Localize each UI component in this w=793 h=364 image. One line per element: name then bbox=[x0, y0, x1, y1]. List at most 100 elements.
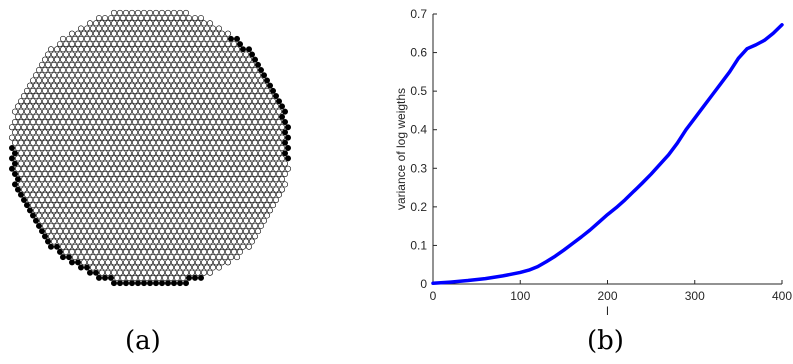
lattice-node bbox=[174, 87, 181, 94]
lattice-node bbox=[278, 145, 285, 152]
lattice-node bbox=[150, 15, 157, 22]
lattice-node bbox=[272, 196, 279, 203]
lattice-node bbox=[93, 124, 100, 131]
lattice-node bbox=[165, 207, 172, 214]
lattice-node bbox=[269, 129, 276, 136]
lattice-node bbox=[44, 82, 51, 89]
lattice-node bbox=[114, 67, 121, 74]
lattice-node bbox=[260, 93, 267, 100]
lattice-node bbox=[84, 160, 91, 167]
lattice-node bbox=[105, 72, 112, 79]
lattice-node bbox=[44, 207, 51, 214]
lattice-node bbox=[266, 134, 273, 141]
lattice-node bbox=[66, 98, 73, 105]
lattice-node bbox=[62, 61, 69, 68]
lattice-node bbox=[207, 186, 214, 193]
lattice-node bbox=[186, 212, 193, 219]
lattice-node bbox=[174, 150, 181, 157]
lattice-node bbox=[38, 176, 45, 183]
lattice-node bbox=[168, 15, 175, 22]
lattice-node bbox=[150, 25, 157, 32]
lattice-node bbox=[41, 160, 48, 167]
lattice-node bbox=[32, 207, 39, 214]
boundary-node-filled bbox=[278, 113, 285, 120]
lattice-node bbox=[41, 87, 48, 94]
boundary-node-filled bbox=[29, 212, 36, 219]
lattice-node bbox=[141, 228, 148, 235]
lattice-node bbox=[26, 124, 33, 131]
lattice-node bbox=[141, 238, 148, 245]
lattice-node bbox=[53, 181, 60, 188]
lattice-node bbox=[144, 233, 151, 240]
lattice-node bbox=[228, 202, 235, 209]
lattice-node bbox=[44, 176, 51, 183]
lattice-node bbox=[141, 196, 148, 203]
lattice-node bbox=[156, 274, 163, 281]
lattice-node bbox=[126, 233, 133, 240]
lattice-node bbox=[108, 233, 115, 240]
lattice-node bbox=[29, 181, 36, 188]
lattice-node bbox=[90, 98, 97, 105]
lattice-node bbox=[201, 93, 208, 100]
lattice-node bbox=[81, 82, 88, 89]
lattice-node bbox=[252, 139, 259, 146]
lattice-node bbox=[177, 20, 184, 27]
lattice-node bbox=[159, 145, 166, 152]
lattice-node bbox=[132, 119, 139, 126]
lattice-node bbox=[17, 181, 24, 188]
boundary-node-filled bbox=[281, 108, 288, 115]
lattice-node bbox=[75, 155, 82, 162]
lattice-node bbox=[168, 119, 175, 126]
lattice-node bbox=[174, 56, 181, 63]
lattice-node bbox=[117, 228, 124, 235]
lattice-node bbox=[105, 20, 112, 27]
lattice-node bbox=[225, 196, 232, 203]
lattice-node bbox=[129, 186, 136, 193]
lattice-node bbox=[62, 165, 69, 172]
lattice-node bbox=[117, 93, 124, 100]
lattice-node bbox=[156, 77, 163, 84]
boundary-node-filled bbox=[35, 222, 42, 229]
lattice-node bbox=[165, 93, 172, 100]
lattice-node bbox=[135, 103, 142, 110]
lattice-node bbox=[138, 264, 145, 271]
lattice-node bbox=[168, 254, 175, 261]
lattice-node bbox=[171, 82, 178, 89]
lattice-node bbox=[81, 30, 88, 37]
boundary-node-filled bbox=[117, 280, 124, 287]
lattice-node bbox=[78, 46, 85, 53]
boundary-node-filled bbox=[171, 280, 178, 287]
lattice-node bbox=[159, 124, 166, 131]
lattice-node bbox=[266, 124, 273, 131]
lattice-node bbox=[69, 155, 76, 162]
lattice-node bbox=[96, 170, 103, 177]
lattice-node bbox=[102, 98, 109, 105]
lattice-node bbox=[81, 248, 88, 255]
lattice-node bbox=[81, 103, 88, 110]
lattice-node bbox=[222, 150, 229, 157]
lattice-node bbox=[219, 134, 226, 141]
lattice-node bbox=[207, 30, 214, 37]
lattice-node bbox=[62, 145, 69, 152]
lattice-node bbox=[138, 170, 145, 177]
lattice-node bbox=[159, 228, 166, 235]
lattice-node bbox=[32, 176, 39, 183]
lattice-node bbox=[44, 186, 51, 193]
lattice-node bbox=[114, 233, 121, 240]
lattice-node bbox=[210, 119, 217, 126]
lattice-node bbox=[123, 259, 130, 266]
lattice-node bbox=[192, 139, 199, 146]
lattice-node bbox=[87, 186, 94, 193]
lattice-node bbox=[59, 233, 66, 240]
lattice-node bbox=[72, 212, 79, 219]
lattice-node bbox=[99, 134, 106, 141]
lattice-node bbox=[132, 191, 139, 198]
lattice-node bbox=[123, 82, 130, 89]
lattice-node bbox=[228, 254, 235, 261]
lattice-node bbox=[207, 248, 214, 255]
lattice-node bbox=[35, 129, 42, 136]
lattice-node bbox=[59, 77, 66, 84]
lattice-node bbox=[252, 181, 259, 188]
lattice-node bbox=[117, 196, 124, 203]
lattice-node bbox=[53, 170, 60, 177]
